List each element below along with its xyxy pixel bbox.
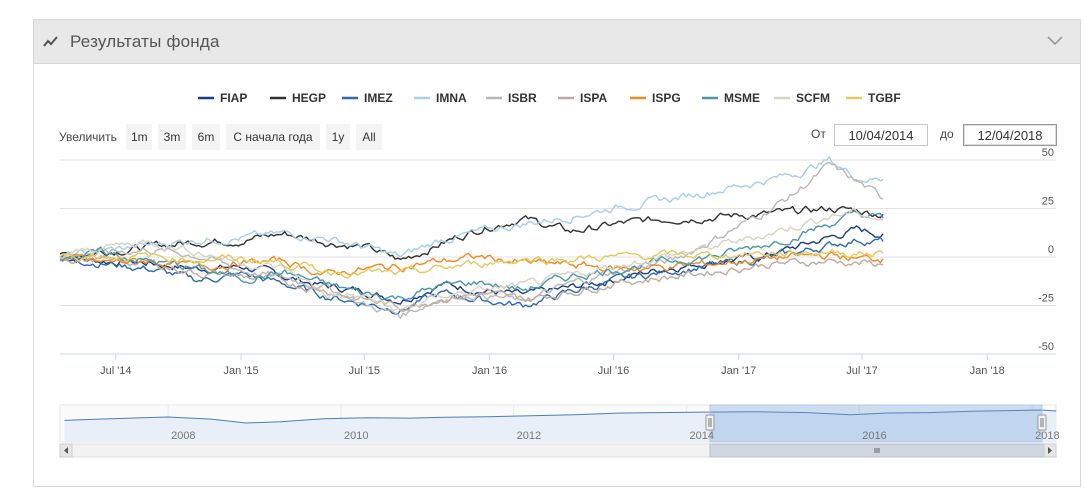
legend-label: ISPG (652, 91, 681, 105)
chart-legend: FIAP HEGP IMEZ IMNA ISBR ISPA ISPG MSME SCFM TGBF (198, 91, 901, 105)
legend-item-ispa[interactable]: ISPA (558, 91, 607, 105)
scroll-left-icon[interactable] (59, 443, 73, 458)
legend-item-ispg[interactable]: ISPG (630, 91, 681, 105)
x-tick-label: Jul '16 (598, 365, 629, 377)
y-tick-label: -50 (1038, 341, 1054, 353)
navigator-tick-label: 2018 (1035, 430, 1059, 442)
zoom-1y-button[interactable]: 1y (326, 124, 350, 150)
legend-item-fiap[interactable]: FIAP (198, 91, 247, 105)
y-tick-label: -25 (1038, 293, 1054, 305)
legend-item-imna[interactable]: IMNA (414, 91, 467, 105)
zoom-label: Увеличить (59, 130, 117, 144)
legend-item-msme[interactable]: MSME (702, 91, 760, 105)
chart-grid (60, 159, 1056, 355)
navigator-tick-label: 2012 (517, 430, 541, 442)
y-tick-label: 25 (1042, 196, 1054, 208)
navigator-series-line (64, 409, 1057, 424)
legend-label: ISBR (508, 91, 537, 105)
panel-title: Результаты фонда (70, 32, 220, 51)
to-label: до (940, 127, 954, 141)
zoom-3m-button[interactable]: 3m (158, 124, 186, 150)
x-axis: Jul '14 Jan '15 Jul '15 Jan '16 Jul '16 Jan '… (60, 353, 1056, 377)
series-line-imez (59, 236, 884, 315)
legend-label: IMEZ (364, 91, 393, 105)
legend-label: ISPA (580, 91, 607, 105)
navigator-tick-label: 2014 (690, 430, 714, 442)
zoom-all-button[interactable]: All (356, 124, 382, 150)
y-tick-label: 0 (1048, 244, 1054, 256)
navigator-tick-label: 2008 (171, 430, 195, 442)
series-line-scfm (59, 207, 884, 311)
x-tick-label: Jan '16 (472, 365, 507, 377)
legend-item-tgbf[interactable]: TGBF (846, 91, 901, 105)
fund-chart: FIAP HEGP IMEZ IMNA ISBR ISPA ISPG MSME SCFM TGBF… (59, 91, 1060, 458)
series-line-imna (59, 155, 884, 261)
series-line-tgbf (59, 248, 884, 279)
legend-label: TGBF (868, 91, 901, 105)
x-tick-label: Jan '15 (224, 365, 259, 377)
zoom-1m-button[interactable]: 1m (126, 124, 152, 150)
navigator-selection[interactable] (709, 404, 1043, 443)
series-line-isbr (59, 161, 884, 320)
x-tick-label: Jul '15 (349, 365, 380, 377)
navigator-handle-right[interactable] (1037, 414, 1047, 431)
from-label: От (811, 127, 826, 141)
legend-label: SCFM (796, 91, 830, 105)
legend-item-imez[interactable]: IMEZ (342, 91, 393, 105)
from-date-input[interactable] (834, 124, 928, 146)
zoom-ytd-button[interactable]: С начала года (226, 124, 320, 150)
scroll-right-icon[interactable] (1043, 443, 1057, 458)
x-tick-label: Jul '17 (846, 365, 877, 377)
x-tick-label: Jan '17 (721, 365, 756, 377)
legend-label: HEGP (292, 91, 326, 105)
legend-label: IMNA (436, 91, 467, 105)
series-line-msme (59, 210, 884, 301)
legend-label: FIAP (220, 91, 247, 105)
y-axis: 50 25 0 -25 -50 (1038, 147, 1054, 353)
line-chart-icon (43, 36, 58, 47)
navigator[interactable]: 2008 2010 2012 2014 2016 2018 (59, 404, 1060, 458)
navigator-tick-label: 2016 (862, 430, 886, 442)
legend-item-isbr[interactable]: ISBR (486, 91, 537, 105)
navigator-handle-left[interactable] (705, 414, 715, 431)
series-line-ispa (59, 255, 884, 313)
zoom-6m-button[interactable]: 6m (192, 124, 220, 150)
x-tick-label: Jan '18 (970, 365, 1005, 377)
fund-performance-panel: Результаты фонда FIAP HEGP IMEZ IMNA ISBR ISP… (33, 19, 1081, 487)
series-line-hegp (59, 205, 884, 261)
chevron-down-icon[interactable] (1046, 34, 1064, 46)
x-tick-label: Jul '14 (100, 365, 131, 377)
legend-item-hegp[interactable]: HEGP (270, 91, 326, 105)
chart-series (59, 155, 884, 320)
legend-item-scfm[interactable]: SCFM (774, 91, 830, 105)
legend-label: MSME (724, 91, 760, 105)
panel-header[interactable]: Результаты фонда (34, 20, 1080, 64)
navigator-tick-label: 2010 (344, 430, 368, 442)
navigator-area (64, 410, 1057, 442)
y-tick-label: 50 (1042, 147, 1054, 159)
to-date-input[interactable] (963, 124, 1057, 146)
